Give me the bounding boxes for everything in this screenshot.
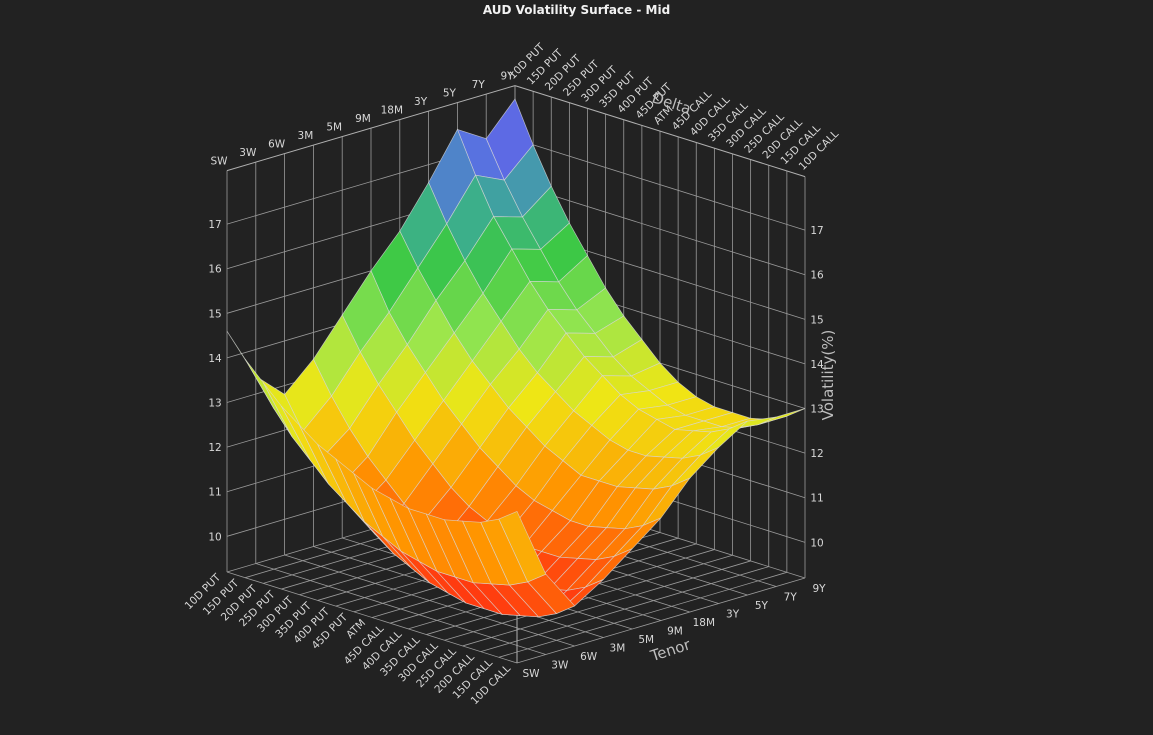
wall-top-edge — [514, 85, 806, 178]
z-tick-label-right: 12 — [810, 448, 823, 460]
tenor-tick-label: 9Y — [812, 583, 826, 595]
wall-gridline-z — [514, 183, 806, 276]
tenor-tick-label: 3M — [610, 643, 626, 655]
z-tick-label-left: 12 — [208, 442, 221, 454]
tenor-tick-label: 5M — [638, 634, 654, 646]
wall-top-edge — [226, 85, 516, 172]
tenor-top-tick-label: 3M — [298, 130, 314, 142]
tenor-top-tick-label: 5Y — [443, 88, 457, 100]
chart-title: AUD Volatility Surface - Mid — [482, 3, 671, 17]
floor-gridline-delta — [498, 571, 787, 658]
tenor-top-tick-label: 7Y — [472, 79, 486, 91]
tenor-top-tick-label: 3W — [239, 147, 257, 159]
surface-mesh — [226, 98, 806, 618]
z-tick-label-left: 11 — [208, 487, 221, 499]
tenor-tick-label: 3Y — [726, 609, 740, 621]
surface-cell — [757, 408, 806, 426]
z-tick-label-left: 13 — [208, 398, 221, 410]
tenor-tick-label: SW — [522, 668, 540, 680]
z-tick-label-left: 10 — [208, 531, 221, 543]
z-tick-label-right: 10 — [810, 537, 823, 549]
z-tick-label-left: 14 — [208, 353, 222, 365]
z-tick-label-right: 16 — [810, 270, 824, 282]
z-tick-label-left: 15 — [208, 308, 221, 320]
floor-gridline-delta — [462, 560, 751, 647]
tenor-top-tick-label: 9M — [355, 113, 371, 125]
tenor-axis-title: Tenor — [647, 635, 693, 665]
tenor-tick-label: 6W — [580, 651, 598, 663]
tenor-top-tick-label: 3Y — [414, 96, 428, 108]
tenor-tick-label: 5Y — [755, 600, 769, 612]
floor-gridline-delta — [444, 554, 733, 641]
tenor-top-tick-label: 18M — [381, 105, 403, 117]
tenor-top-tick-label: 6W — [268, 139, 286, 151]
tenor-top-tick-label: 5M — [326, 122, 342, 134]
tenor-tick-label: 3W — [551, 660, 569, 672]
z-tick-label-right: 11 — [810, 493, 823, 505]
z-tick-label-right: 14 — [810, 359, 824, 371]
tenor-top-tick-label: SW — [210, 156, 228, 168]
floor-gridline-delta — [516, 577, 806, 664]
floor-gridline-delta — [480, 566, 769, 653]
wall-gridline-z — [514, 138, 806, 231]
tenor-tick-label: 9M — [667, 626, 683, 638]
tenor-tick-label: 7Y — [784, 592, 798, 604]
z-tick-label-right: 15 — [810, 314, 823, 326]
surface-cell — [498, 510, 547, 583]
tenor-top-tick-label: 9Y — [500, 71, 514, 83]
z-tick-label-left: 17 — [208, 219, 221, 231]
tenor-tick-label: 18M — [693, 617, 715, 629]
z-tick-label-right: 13 — [810, 404, 823, 416]
z-tick-label-left: 16 — [208, 264, 222, 276]
z-tick-label-right: 17 — [810, 225, 823, 237]
volatility-axis-title: Volatility(%) — [819, 330, 837, 421]
